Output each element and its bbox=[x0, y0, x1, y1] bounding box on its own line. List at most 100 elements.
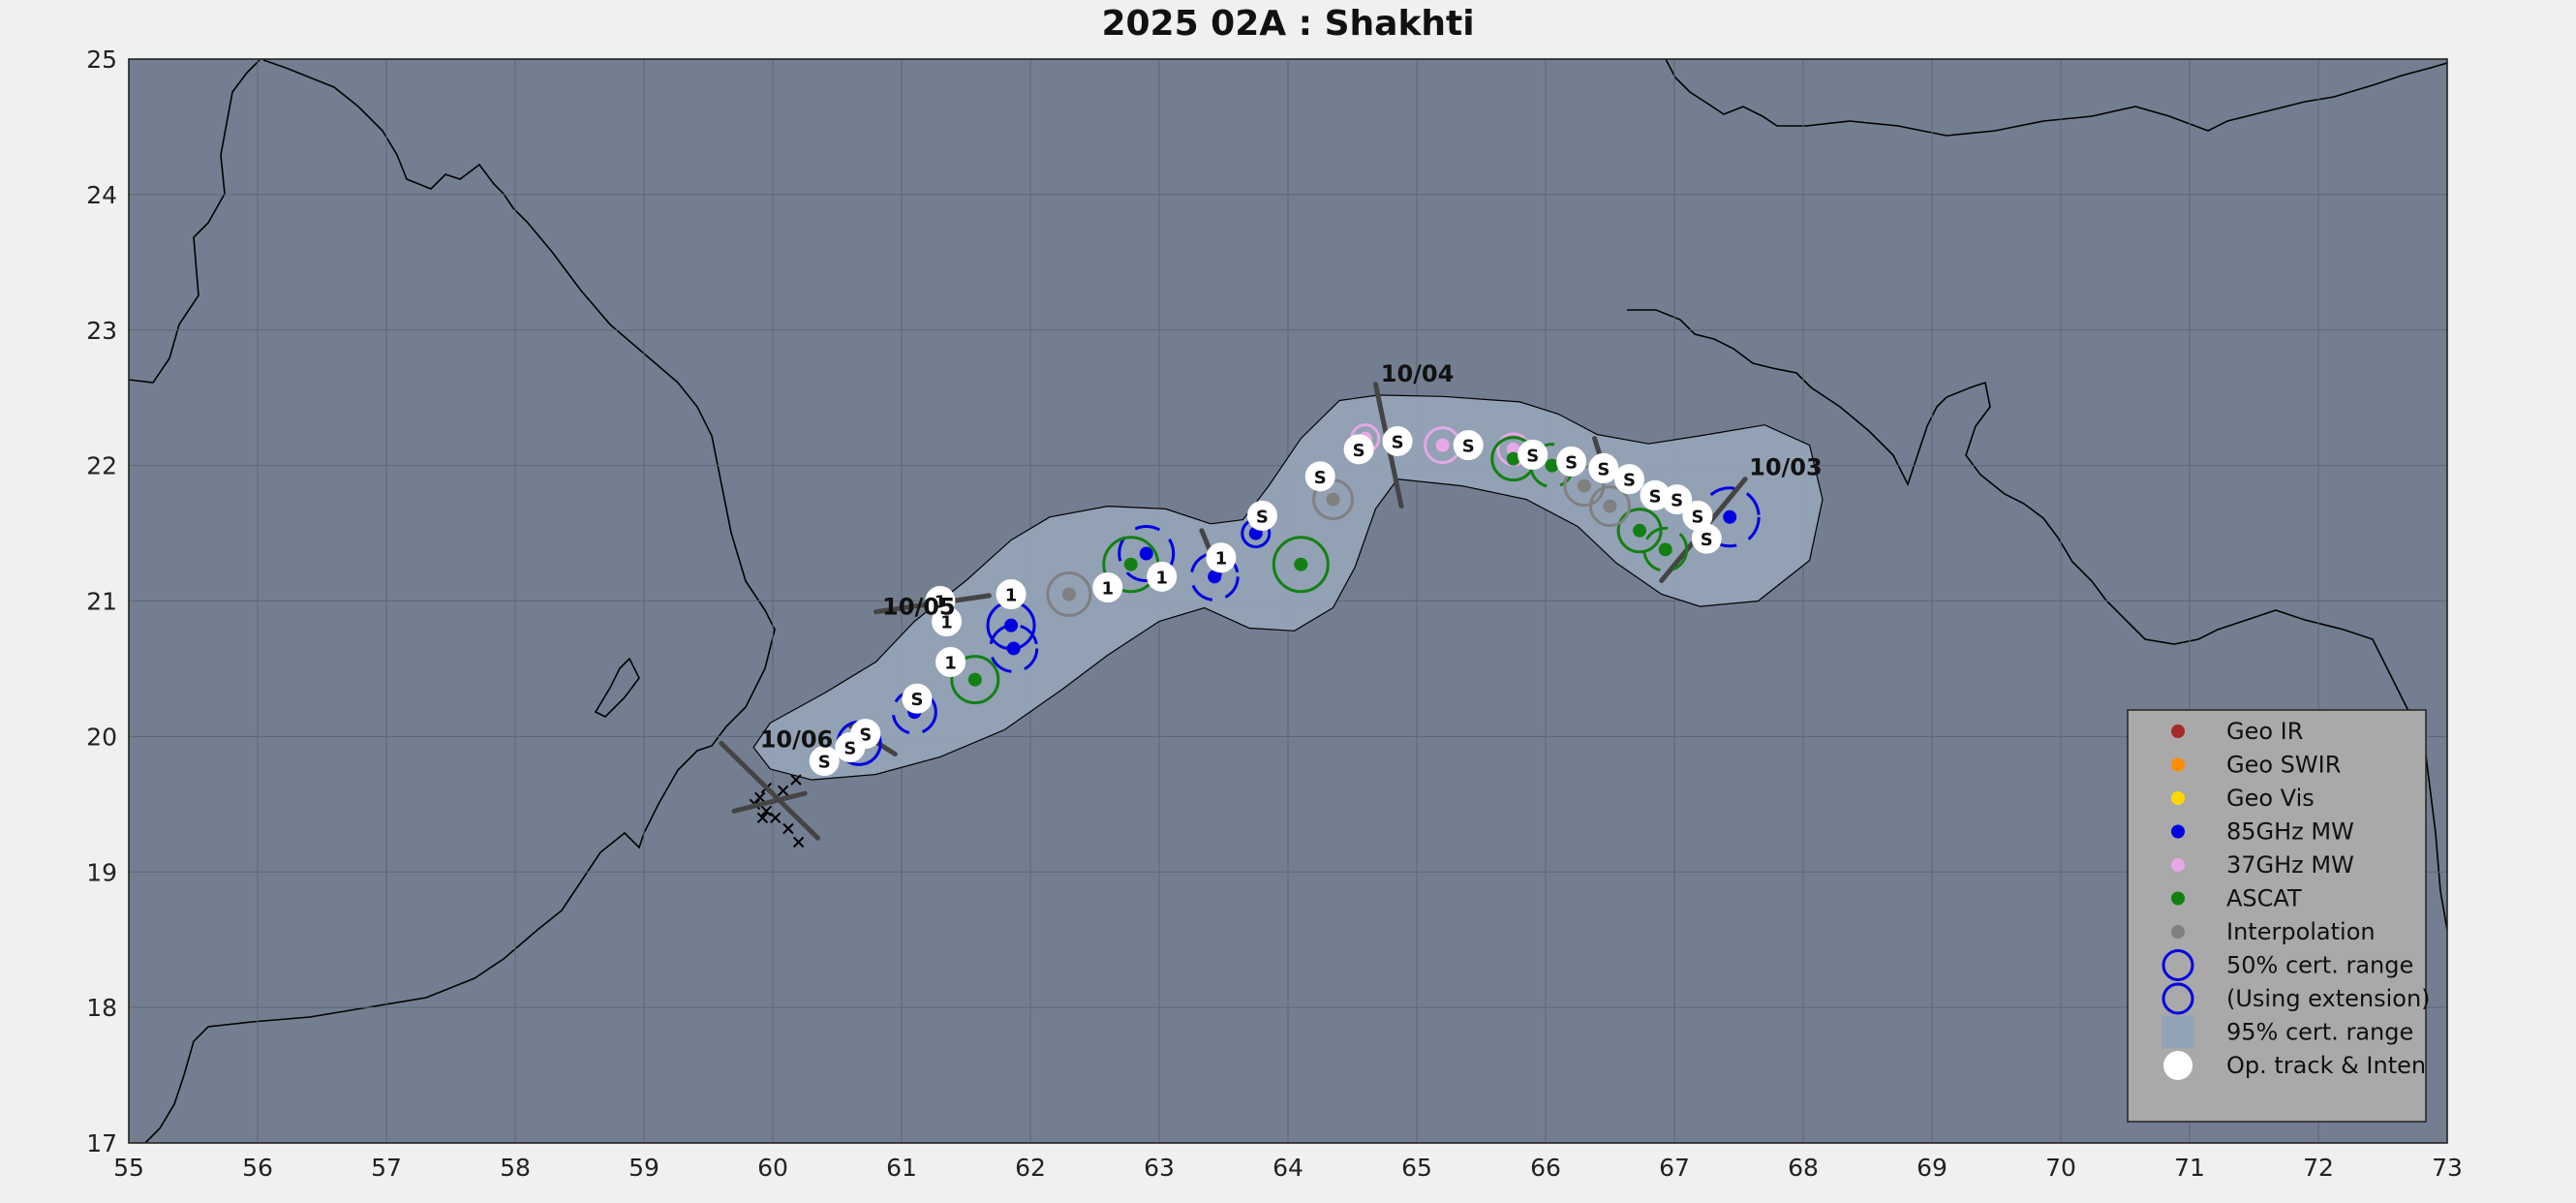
x-tick-label: 69 bbox=[1917, 1154, 1947, 1182]
track-intensity-label: 1 bbox=[1155, 568, 1168, 588]
track-intensity-label: S bbox=[1649, 486, 1662, 507]
mw85-fix-dot bbox=[1723, 509, 1737, 524]
legend-marker-square bbox=[2162, 1015, 2194, 1049]
arabian-peninsula-coast bbox=[129, 59, 776, 1143]
mw37-fix-dot bbox=[1435, 438, 1450, 452]
mw85-fix-ring bbox=[1189, 551, 1240, 602]
interp-fix-dot bbox=[1603, 499, 1617, 513]
ascat-fix-dot bbox=[1506, 451, 1520, 466]
mw85-fix-ring bbox=[989, 623, 1039, 673]
date-labels: 10/03 10/04 10/05 10/06 bbox=[760, 360, 1823, 754]
track-point bbox=[996, 579, 1027, 610]
x-tick-label: 73 bbox=[2432, 1154, 2463, 1182]
legend-label: Interpolation bbox=[2226, 918, 2376, 945]
track-intensity-label: S bbox=[1671, 491, 1683, 511]
past-track-cross bbox=[792, 836, 805, 848]
mw85-fix-dot bbox=[1139, 546, 1153, 561]
track-intensity-label: S bbox=[1565, 452, 1578, 473]
legend-label: Geo Vis bbox=[2226, 785, 2315, 812]
legend-marker-dot bbox=[2171, 891, 2185, 906]
legend-marker-white-dot bbox=[2163, 1051, 2193, 1080]
track-point bbox=[932, 605, 963, 636]
date-label: 10/03 bbox=[1749, 453, 1823, 480]
interp-fix-ring bbox=[1589, 485, 1631, 528]
iran-pakistan-coast bbox=[1665, 59, 2447, 137]
x-tick-label: 55 bbox=[113, 1154, 144, 1182]
track-point bbox=[835, 732, 866, 763]
past-track-cross bbox=[756, 812, 769, 824]
track-intensity-label: S bbox=[1597, 459, 1610, 479]
y-tick-label: 22 bbox=[86, 452, 117, 480]
track-intensity-label: S bbox=[1526, 446, 1539, 466]
ascat-fix-ring bbox=[1616, 508, 1663, 554]
legend-marker-dot bbox=[2171, 791, 2185, 805]
mw85-fix-dot bbox=[1208, 570, 1222, 584]
legend-label: Geo IR bbox=[2226, 718, 2303, 745]
x-tick-label: 66 bbox=[1530, 1154, 1561, 1182]
track-intensity-label: S bbox=[910, 690, 923, 710]
past-track-cross bbox=[760, 805, 773, 817]
chart-title: 2025 02A : Shakhti bbox=[1101, 4, 1475, 44]
track-intensity-label: 1 bbox=[1215, 549, 1228, 570]
legend-marker-ring bbox=[2162, 982, 2194, 1015]
date-marker-line bbox=[719, 740, 821, 841]
x-tick-label: 61 bbox=[886, 1154, 917, 1182]
track-point bbox=[809, 746, 840, 777]
x-tick-label: 59 bbox=[629, 1154, 659, 1182]
track-intensity-label: S bbox=[1623, 471, 1636, 491]
past-track-cross bbox=[769, 812, 782, 824]
track-point bbox=[1382, 425, 1413, 456]
track-point bbox=[1453, 430, 1484, 461]
mw37-fix-dot bbox=[1506, 442, 1520, 456]
ascat-fix-dot bbox=[1294, 557, 1308, 571]
track-point bbox=[1246, 500, 1277, 531]
y-tick-labels: 17 18 19 20 21 22 23 24 25 bbox=[86, 46, 117, 1157]
y-tick-label: 18 bbox=[86, 994, 117, 1022]
track-point bbox=[1588, 452, 1619, 483]
date-label: 10/05 bbox=[882, 593, 956, 620]
y-tick-label: 21 bbox=[86, 588, 117, 616]
past-track-cross bbox=[782, 822, 794, 835]
legend-label: 37GHz MW bbox=[2226, 851, 2354, 879]
x-tick-label: 71 bbox=[2174, 1154, 2205, 1182]
legend-marker-dot bbox=[2171, 858, 2185, 872]
legend-label: Geo SWIR bbox=[2226, 752, 2341, 779]
legend-marker-dot bbox=[2171, 757, 2185, 772]
date-marker-line bbox=[731, 790, 808, 814]
interp-fix-dot bbox=[1061, 587, 1076, 602]
track-intensity-label: S bbox=[1462, 437, 1475, 457]
track-point bbox=[1343, 434, 1374, 465]
legend-label: Op. track & Inten bbox=[2226, 1052, 2426, 1079]
date-label: 10/04 bbox=[1381, 360, 1455, 387]
x-tick-label: 64 bbox=[1273, 1154, 1303, 1182]
legend-label: 85GHz MW bbox=[2226, 818, 2354, 846]
ascat-fix-dot bbox=[1658, 542, 1672, 557]
track-point bbox=[935, 646, 966, 677]
legend-marker-dot bbox=[2171, 824, 2185, 839]
past-track-cross bbox=[790, 774, 802, 786]
y-tick-label: 20 bbox=[86, 723, 117, 751]
interp-fix-ring bbox=[1046, 571, 1092, 618]
track-point bbox=[1092, 572, 1123, 603]
past-track-cross bbox=[777, 785, 789, 797]
track-point bbox=[1206, 542, 1237, 573]
track-point bbox=[902, 683, 933, 714]
track-point bbox=[1613, 464, 1644, 495]
socotra-region-coast bbox=[594, 657, 640, 718]
y-tick-label: 24 bbox=[86, 181, 117, 209]
y-tick-label: 25 bbox=[86, 46, 117, 74]
track-intensity-label: S bbox=[1701, 530, 1713, 550]
legend: Geo IR Geo SWIR Geo Vis 85GHz MW 37GHz MW ASC… bbox=[2127, 709, 2431, 1123]
x-tick-label: 56 bbox=[242, 1154, 273, 1182]
ascat-fix-ring bbox=[950, 655, 1000, 705]
x-tick-label: 58 bbox=[500, 1154, 531, 1182]
x-tick-labels: 55 56 57 58 59 60 61 62 63 64 65 66 67 68 69 70 71 72 73 bbox=[113, 1154, 2463, 1182]
x-tick-label: 72 bbox=[2303, 1154, 2334, 1182]
track-intensity-label: 1 bbox=[944, 653, 957, 673]
mw85-fix-dot bbox=[1004, 618, 1019, 632]
track-intensity-label: 1 bbox=[1102, 579, 1115, 600]
y-tick-label: 19 bbox=[86, 858, 117, 886]
track-intensity-label: S bbox=[1353, 441, 1365, 461]
